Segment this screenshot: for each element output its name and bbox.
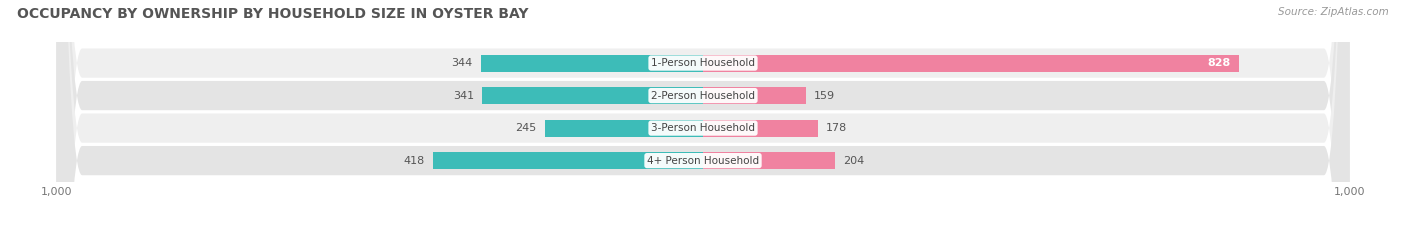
Bar: [703, 120, 818, 137]
Text: Source: ZipAtlas.com: Source: ZipAtlas.com: [1278, 7, 1389, 17]
Text: 245: 245: [516, 123, 537, 133]
Bar: [433, 152, 703, 169]
Text: 1-Person Household: 1-Person Household: [651, 58, 755, 68]
FancyBboxPatch shape: [56, 0, 1350, 233]
Text: 159: 159: [814, 91, 835, 101]
Text: 4+ Person Household: 4+ Person Household: [647, 156, 759, 166]
Text: 828: 828: [1208, 58, 1230, 68]
Bar: [544, 120, 703, 137]
Text: OCCUPANCY BY OWNERSHIP BY HOUSEHOLD SIZE IN OYSTER BAY: OCCUPANCY BY OWNERSHIP BY HOUSEHOLD SIZE…: [17, 7, 529, 21]
Text: 418: 418: [404, 156, 425, 166]
FancyBboxPatch shape: [56, 0, 1350, 233]
Bar: [481, 55, 703, 72]
Bar: [703, 152, 835, 169]
FancyBboxPatch shape: [56, 0, 1350, 233]
Bar: [703, 87, 806, 104]
Bar: [482, 87, 703, 104]
Text: 204: 204: [842, 156, 863, 166]
Bar: [703, 55, 1239, 72]
Text: 178: 178: [825, 123, 848, 133]
Text: 3-Person Household: 3-Person Household: [651, 123, 755, 133]
Text: 344: 344: [451, 58, 472, 68]
Text: 341: 341: [454, 91, 475, 101]
Text: 2-Person Household: 2-Person Household: [651, 91, 755, 101]
FancyBboxPatch shape: [56, 0, 1350, 233]
